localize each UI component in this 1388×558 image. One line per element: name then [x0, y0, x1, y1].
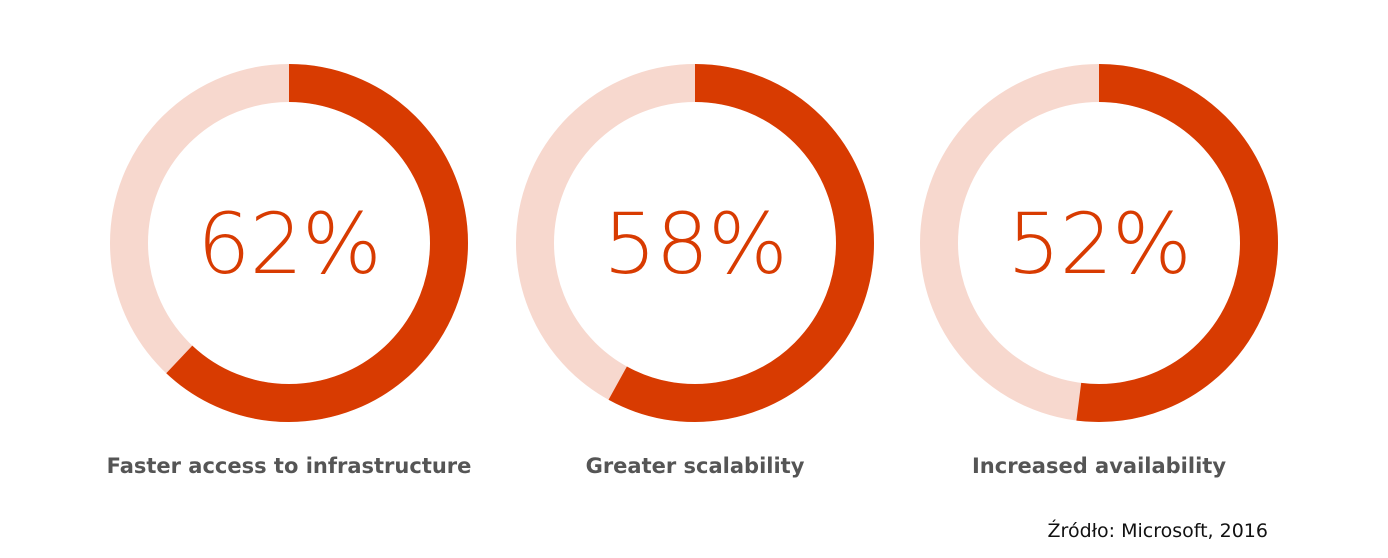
- category-label-greater-scalability: Greater scalability: [585, 454, 805, 478]
- value-label-faster-access: 62%: [197, 195, 381, 293]
- donut-slice-greater-scalability: [516, 64, 874, 422]
- donut-faster-access: 62%: [110, 64, 468, 422]
- donut-greater-scalability: 58%: [516, 64, 874, 422]
- value-label-increased-availability: 52%: [1007, 195, 1191, 293]
- value-label-greater-scalability: 58%: [603, 195, 787, 293]
- category-label-increased-availability: Increased availability: [971, 454, 1227, 478]
- donut-slice-faster-access: [110, 64, 468, 422]
- donut-increased-availability: 52%: [920, 64, 1278, 422]
- source-note: Źródło: Microsoft, 2016: [1047, 520, 1268, 542]
- donut-slice-increased-availability: [920, 64, 1278, 422]
- category-label-faster-access: Faster access to infrastructure: [106, 454, 472, 478]
